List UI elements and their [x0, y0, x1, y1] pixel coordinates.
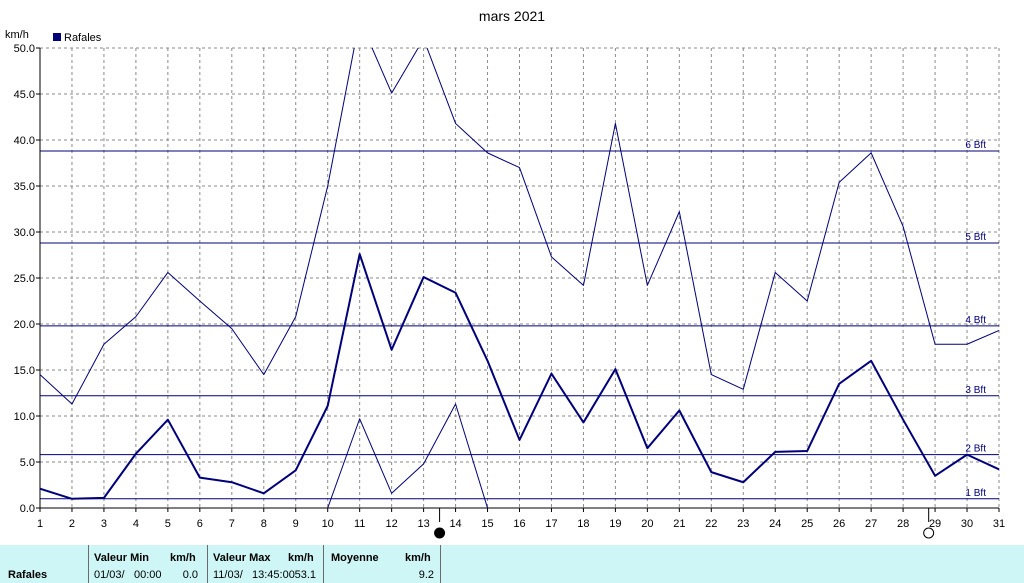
x-tick-label: 15 — [481, 518, 493, 530]
plot-area: 1 Bft 2 Bft 3 Bft 4 Bft 5 Bft 6 Bft 0.0 5.0 10.0… — [14, 43, 1005, 539]
min-time: 00:00 — [134, 569, 162, 581]
x-tick-label: 2 — [69, 518, 75, 530]
divider — [207, 545, 208, 583]
x-tick-label: 4 — [133, 518, 139, 530]
x-tick-label: 25 — [801, 518, 813, 530]
y-tick-label: 50.0 — [14, 43, 35, 55]
x-tick-label: 17 — [545, 518, 557, 530]
x-tick-label: 18 — [577, 518, 589, 530]
new-moon-icon — [434, 527, 446, 539]
y-tick-label: 10.0 — [14, 411, 35, 423]
x-tick-label: 30 — [961, 518, 973, 530]
x-tick-label: 22 — [705, 518, 717, 530]
divider — [88, 545, 89, 583]
y-tick-label: 0.0 — [20, 503, 35, 515]
y-tick-label: 5.0 — [20, 457, 35, 469]
full-moon-icon — [923, 527, 935, 539]
x-tick-label: 14 — [449, 518, 461, 530]
x-tick-label: 9 — [293, 518, 299, 530]
min-value: 0.0 — [182, 569, 198, 581]
x-tick-label: 31 — [993, 518, 1005, 530]
chart-area: mars 2021 km/h Rafales 1 Bft 2 Bft 3 Bft 4 … — [5, 8, 1005, 539]
max-date: 11/03/ — [213, 569, 243, 581]
x-tick-label: 8 — [261, 518, 267, 530]
x-tick-label: 23 — [737, 518, 749, 530]
beaufort-label: 1 Bft — [965, 488, 986, 499]
x-tick-label: 10 — [322, 518, 334, 530]
x-tick-label: 19 — [609, 518, 621, 530]
y-tick-label: 15.0 — [14, 365, 35, 377]
avg-value: 9.2 — [418, 569, 434, 581]
avg-header: Moyenne — [331, 552, 379, 564]
max-value: 53.1 — [294, 569, 316, 581]
divider — [440, 545, 441, 583]
y-tick-label: 20.0 — [14, 319, 35, 331]
x-tick-label: 27 — [865, 518, 877, 530]
x-tick-label: 12 — [386, 518, 398, 530]
beaufort-label: 6 Bft — [965, 140, 986, 151]
y-tick-label: 35.0 — [14, 181, 35, 193]
x-tick-label: 29 — [929, 518, 941, 530]
x-tick-label: 28 — [897, 518, 909, 530]
y-tick-label: 40.0 — [14, 135, 35, 147]
x-tick-label: 6 — [197, 518, 203, 530]
legend-swatch — [53, 33, 61, 41]
x-tick-label: 13 — [417, 518, 429, 530]
x-tick-label: 11 — [354, 518, 365, 530]
x-tick-label: 5 — [165, 518, 171, 530]
y-tick-label: 45.0 — [14, 89, 35, 101]
max-header: Valeur Max — [213, 552, 271, 564]
x-tick-label: 21 — [673, 518, 685, 530]
divider — [323, 545, 324, 583]
beaufort-label: 2 Bft — [965, 444, 986, 455]
x-tick-label: 24 — [769, 518, 781, 530]
x-tick-label: 20 — [641, 518, 653, 530]
beaufort-label: 4 Bft — [965, 315, 986, 326]
max-time: 13:45:00 — [252, 569, 295, 581]
legend-label: Rafales — [64, 32, 102, 44]
min-header: Valeur Min — [94, 552, 150, 564]
x-tick-label: 1 — [37, 518, 43, 530]
x-tick-label: 7 — [229, 518, 235, 530]
chart-title: mars 2021 — [479, 8, 545, 24]
x-tick-label: 3 — [101, 518, 107, 530]
stats-row-label: Rafales — [8, 569, 48, 581]
series-line-min — [327, 403, 489, 508]
y-axis-unit: km/h — [5, 29, 29, 41]
beaufort-label: 3 Bft — [965, 385, 986, 396]
max-unit: km/h — [288, 552, 314, 564]
x-tick-label: 26 — [833, 518, 845, 530]
stats-panel: Rafales Valeur Min km/h 01/03/ 00:00 0.0… — [0, 545, 1024, 583]
y-tick-label: 25.0 — [14, 273, 35, 285]
x-tick-label: 16 — [513, 518, 525, 530]
beaufort-label: 5 Bft — [965, 232, 986, 243]
min-date: 01/03/ — [94, 569, 125, 581]
avg-unit: km/h — [405, 552, 431, 564]
y-tick-label: 30.0 — [14, 227, 35, 239]
min-unit: km/h — [170, 552, 196, 564]
